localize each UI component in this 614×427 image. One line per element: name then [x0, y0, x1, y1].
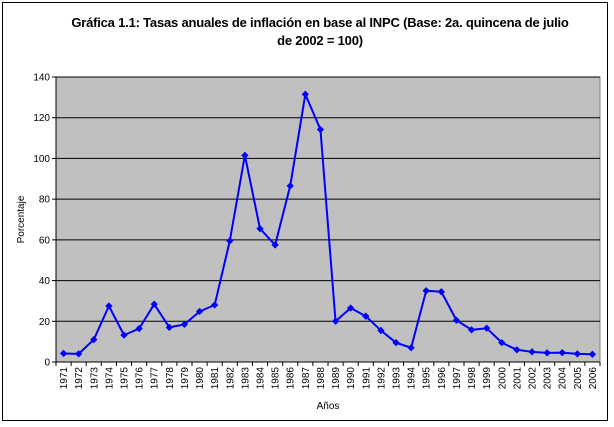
y-tick-label: 140	[33, 73, 50, 84]
x-tick-label: 1980	[195, 367, 206, 390]
data-point	[301, 90, 310, 99]
data-point	[135, 324, 143, 333]
chart-title: Gráfica 1.1: Tasas anuales de inflación …	[40, 14, 600, 50]
x-axis-title: Años	[317, 401, 340, 412]
data-point	[452, 316, 461, 325]
data-point	[90, 335, 98, 344]
x-tick-label: 1971	[59, 367, 70, 390]
data-point	[59, 349, 68, 358]
x-tick-label: 1981	[210, 367, 221, 390]
x-tick-label: 1972	[74, 367, 85, 390]
data-point	[407, 343, 415, 352]
data-point	[195, 307, 204, 316]
data-point	[346, 304, 355, 312]
data-point	[120, 331, 128, 339]
data-point	[392, 338, 400, 347]
x-tick-label: 2002	[528, 367, 539, 390]
x-tick-label: 1987	[301, 367, 312, 390]
x-tick-label: 1995	[422, 367, 433, 390]
x-tick-label: 2003	[543, 367, 554, 390]
data-point	[180, 320, 189, 329]
x-tick-label: 1984	[256, 367, 267, 390]
x-axis-tick-labels: 1971 1972 1973 1974 1975 1976 1977 1978 1979 1980…	[55, 362, 601, 390]
x-tick-label: 1993	[392, 367, 403, 390]
y-tick-label: 80	[39, 195, 51, 206]
x-tick-label: 1992	[376, 367, 387, 390]
y-tick-label: 20	[39, 317, 51, 328]
x-tick-label: 1986	[286, 367, 297, 390]
x-tick-label: 2006	[588, 367, 599, 390]
x-tick-label: 1982	[225, 367, 236, 390]
y-tick-label: 40	[39, 276, 51, 287]
data-point	[588, 350, 597, 359]
data-point	[573, 350, 582, 358]
data-point	[467, 326, 476, 334]
data-point	[256, 224, 264, 233]
x-tick-label: 1983	[240, 367, 251, 390]
x-tick-label: 1974	[104, 367, 115, 390]
x-tick-label: 1976	[135, 367, 146, 390]
x-tick-label: 1973	[89, 367, 100, 390]
x-tick-label: 1977	[150, 367, 161, 390]
data-point	[543, 349, 551, 357]
gridlines	[56, 76, 600, 322]
y-axis-tick-labels: 0 20 40 60 80 100 120 140	[33, 73, 600, 369]
x-tick-label: 1991	[361, 367, 372, 390]
data-point	[558, 348, 566, 357]
data-point	[165, 323, 174, 332]
x-tick-label: 1994	[407, 367, 418, 390]
x-tick-label: 2004	[558, 367, 569, 390]
data-point	[286, 182, 294, 190]
x-tick-label: 2005	[573, 367, 584, 390]
x-tick-label: 1988	[316, 367, 327, 390]
y-axis-title: Porcentaje	[16, 195, 27, 243]
data-point	[316, 125, 325, 134]
data-point	[482, 324, 491, 332]
y-tick-label: 120	[33, 113, 50, 124]
x-tick-label: 1998	[467, 367, 478, 390]
data-point	[226, 237, 234, 245]
chart-title-line-1: Gráfica 1.1: Tasas anuales de inflación …	[71, 15, 569, 30]
x-tick-label: 1989	[331, 367, 342, 390]
data-point	[271, 241, 279, 249]
data-point	[150, 300, 158, 308]
data-point	[241, 151, 249, 160]
x-tick-label: 1996	[437, 367, 448, 390]
data-point	[498, 338, 506, 347]
data-point	[513, 346, 521, 354]
x-tick-label: 1990	[346, 367, 357, 390]
y-tick-label: 100	[33, 154, 50, 165]
data-point	[105, 302, 113, 310]
x-tick-label: 1975	[120, 367, 131, 390]
x-tick-label: 2001	[512, 367, 523, 390]
x-tick-label: 1997	[452, 367, 463, 390]
x-tick-label: 1999	[482, 367, 493, 390]
data-point	[377, 326, 385, 335]
x-tick-label: 1978	[165, 367, 176, 390]
data-point	[422, 286, 430, 295]
x-tick-label: 2000	[497, 367, 508, 390]
y-tick-label: 0	[44, 358, 50, 369]
series-inflation	[59, 90, 597, 359]
chart-title-line-2: de 2002 = 100)	[277, 33, 363, 48]
data-point	[528, 348, 536, 356]
data-point	[362, 312, 370, 320]
data-point	[437, 288, 446, 296]
x-tick-label: 1979	[180, 367, 191, 390]
data-point	[331, 317, 340, 326]
data-point	[210, 301, 219, 309]
data-point	[74, 350, 83, 358]
y-tick-label: 60	[39, 235, 51, 246]
x-tick-label: 1985	[271, 367, 282, 390]
